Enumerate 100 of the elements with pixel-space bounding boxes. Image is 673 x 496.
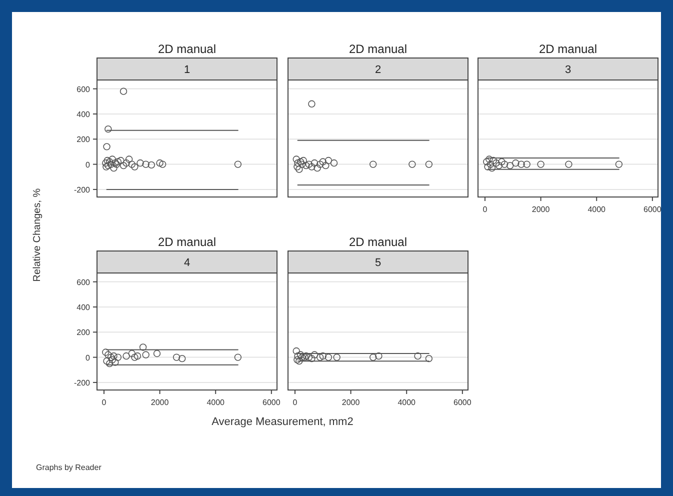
point bbox=[296, 158, 304, 166]
point bbox=[117, 156, 124, 164]
point bbox=[324, 354, 332, 361]
point bbox=[296, 166, 303, 173]
point bbox=[316, 354, 324, 361]
point bbox=[120, 162, 128, 170]
point bbox=[333, 354, 340, 361]
point bbox=[305, 160, 313, 168]
point bbox=[104, 156, 111, 164]
point bbox=[298, 160, 306, 168]
y-tick-label: 0 bbox=[86, 353, 91, 362]
chart-subtitle: 1 bbox=[184, 64, 190, 76]
x-tick-label: 2000 bbox=[342, 398, 360, 407]
x-tick-label: 6000 bbox=[454, 398, 472, 407]
point bbox=[310, 351, 318, 358]
chart-title: 2D manual bbox=[348, 235, 408, 249]
x-tick-label: 2000 bbox=[150, 398, 170, 407]
point bbox=[234, 354, 242, 361]
point bbox=[120, 88, 128, 95]
point bbox=[615, 160, 623, 168]
point bbox=[122, 159, 130, 167]
point bbox=[294, 159, 302, 167]
point bbox=[128, 160, 136, 168]
y-tick-label: -200 bbox=[74, 185, 91, 194]
point bbox=[486, 160, 494, 168]
chart-subtitle: 3 bbox=[564, 64, 572, 76]
chart-title: 2D manual bbox=[158, 235, 216, 249]
point bbox=[292, 347, 300, 355]
point bbox=[172, 354, 180, 361]
point bbox=[324, 156, 332, 164]
point bbox=[136, 159, 144, 167]
point bbox=[106, 158, 114, 166]
point bbox=[523, 160, 530, 168]
point bbox=[302, 162, 310, 170]
x-tick-label: 4000 bbox=[206, 398, 226, 407]
point bbox=[512, 159, 520, 167]
point bbox=[104, 125, 112, 133]
point bbox=[319, 352, 326, 360]
point bbox=[506, 162, 514, 170]
point bbox=[125, 156, 133, 163]
point bbox=[158, 160, 166, 168]
x-tick-label: 4000 bbox=[398, 398, 416, 407]
point bbox=[134, 352, 142, 360]
chart-title: 2D manual bbox=[348, 42, 408, 56]
point bbox=[178, 354, 186, 362]
point bbox=[122, 352, 130, 360]
point bbox=[296, 351, 304, 358]
y-tick-label: 200 bbox=[76, 135, 91, 144]
point bbox=[484, 163, 492, 170]
point bbox=[103, 357, 110, 365]
y-tick-label: -200 bbox=[74, 378, 91, 388]
point bbox=[322, 162, 330, 170]
point bbox=[565, 160, 572, 168]
point bbox=[495, 162, 503, 170]
y-tick-label: 0 bbox=[86, 160, 91, 170]
point bbox=[518, 160, 525, 168]
text: Graphs by Reader bbox=[36, 463, 102, 472]
point bbox=[110, 352, 118, 360]
point bbox=[537, 160, 544, 168]
point bbox=[375, 352, 382, 360]
point bbox=[142, 160, 150, 168]
y-tick-label: 400 bbox=[76, 110, 91, 119]
point bbox=[414, 352, 422, 360]
x-tick-label: 6000 bbox=[262, 398, 281, 407]
point bbox=[296, 357, 303, 365]
point bbox=[308, 163, 316, 170]
point bbox=[131, 163, 138, 170]
point bbox=[498, 158, 506, 166]
point bbox=[310, 159, 318, 167]
x-tick-label: 2000 bbox=[532, 205, 550, 214]
point bbox=[110, 164, 118, 172]
point bbox=[128, 350, 136, 358]
y-tick-label: 600 bbox=[76, 278, 91, 287]
y-tick-label: 200 bbox=[76, 328, 91, 338]
point bbox=[425, 354, 433, 362]
x-tick-label: 0 bbox=[292, 398, 298, 407]
point bbox=[298, 354, 306, 361]
point bbox=[108, 356, 116, 364]
y-axis-title: Relative Changes, % bbox=[32, 188, 43, 282]
point bbox=[102, 348, 110, 356]
point bbox=[330, 159, 338, 167]
point bbox=[103, 143, 110, 150]
point bbox=[408, 160, 416, 168]
y-tick-label: 600 bbox=[76, 84, 91, 94]
x-tick-label: 6000 bbox=[644, 205, 662, 214]
point bbox=[108, 156, 116, 163]
point bbox=[425, 160, 433, 168]
point bbox=[114, 158, 122, 166]
x-tick-label: 4000 bbox=[588, 205, 606, 214]
point bbox=[292, 156, 300, 163]
point bbox=[294, 352, 302, 360]
point bbox=[139, 344, 147, 351]
point bbox=[112, 358, 119, 366]
point bbox=[107, 354, 115, 361]
x-tick-label: 0 bbox=[102, 398, 107, 407]
chart-title: 2D manual bbox=[158, 42, 216, 56]
point bbox=[308, 354, 316, 362]
point bbox=[305, 354, 313, 361]
point bbox=[319, 158, 326, 166]
point bbox=[102, 163, 110, 170]
